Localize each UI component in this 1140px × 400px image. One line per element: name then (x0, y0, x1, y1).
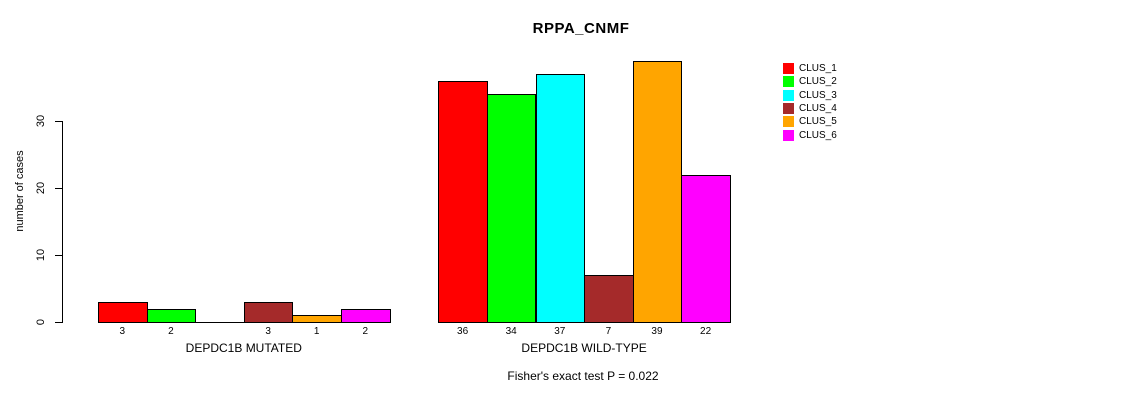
legend-label: CLUS_4 (799, 103, 837, 115)
legend-swatch-clus_2 (783, 76, 794, 88)
bar-value-label: 34 (505, 326, 517, 337)
legend-label: CLUS_6 (799, 129, 837, 141)
fisher-test-annotation: Fisher's exact test P = 0.022 (507, 369, 659, 383)
legend-label: CLUS_3 (799, 89, 837, 101)
legend-swatch-clus_4 (783, 103, 794, 115)
bar-value-label: 2 (362, 326, 369, 337)
y-tick-label: 30 (35, 114, 47, 128)
y-tick (55, 188, 62, 189)
x-axis-category-label: DEPDC1B MUTATED (185, 341, 302, 355)
bar-value-label: 1 (313, 326, 320, 337)
bar-value-label: 39 (651, 326, 663, 337)
y-axis-label: number of cases (14, 150, 26, 232)
bar-value-label: 36 (457, 326, 469, 337)
bar-value-label: 22 (700, 326, 712, 337)
y-tick (55, 255, 62, 256)
bar-clus_5-group1 (292, 315, 342, 323)
bar-value-label: 3 (119, 326, 126, 337)
y-tick (55, 322, 62, 323)
legend-label: CLUS_2 (799, 76, 837, 88)
bar-clus_4-group2 (584, 275, 634, 323)
bar-clus_2-group1 (146, 308, 197, 323)
x-axis-category-label: DEPDC1B WILD-TYPE (521, 341, 647, 355)
bar-value-label: 2 (168, 326, 174, 337)
bar-clus_3-group2 (535, 74, 586, 323)
bar-clus_1-group2 (438, 80, 488, 323)
bar-value-label: 3 (265, 326, 271, 337)
legend-item: CLUS_6 (783, 129, 837, 142)
bar-clus_5-group2 (632, 60, 683, 323)
legend-item: CLUS_2 (783, 75, 837, 88)
legend-item: CLUS_3 (783, 89, 837, 102)
legend-item: CLUS_1 (783, 62, 837, 75)
y-tick-label: 0 (35, 318, 47, 326)
bar-clus_6-group2 (681, 174, 731, 323)
y-axis-line (62, 121, 63, 323)
legend-item: CLUS_4 (783, 102, 837, 115)
y-tick-label: 20 (35, 181, 47, 195)
bar-value-label: 7 (605, 326, 612, 337)
legend: CLUS_1 CLUS_2 CLUS_3 CLUS_4 CLUS_5 CLUS_6 (783, 62, 837, 142)
legend-swatch-clus_6 (783, 129, 794, 141)
chart-title: RPPA_CNMF (532, 20, 630, 37)
y-tick (55, 121, 62, 122)
bar-clus_6-group1 (341, 308, 391, 323)
bar-clus_2-group2 (486, 94, 537, 323)
bar-clus_4-group1 (243, 301, 294, 323)
legend-label: CLUS_1 (799, 63, 837, 75)
bar-clus_1-group1 (98, 301, 148, 323)
legend-label: CLUS_5 (799, 116, 837, 128)
legend-swatch-clus_1 (783, 63, 794, 75)
legend-swatch-clus_5 (783, 116, 794, 128)
bar-value-label: 37 (554, 326, 566, 337)
legend-swatch-clus_3 (783, 89, 794, 101)
legend-item: CLUS_5 (783, 115, 837, 128)
y-tick-label: 10 (35, 248, 47, 262)
